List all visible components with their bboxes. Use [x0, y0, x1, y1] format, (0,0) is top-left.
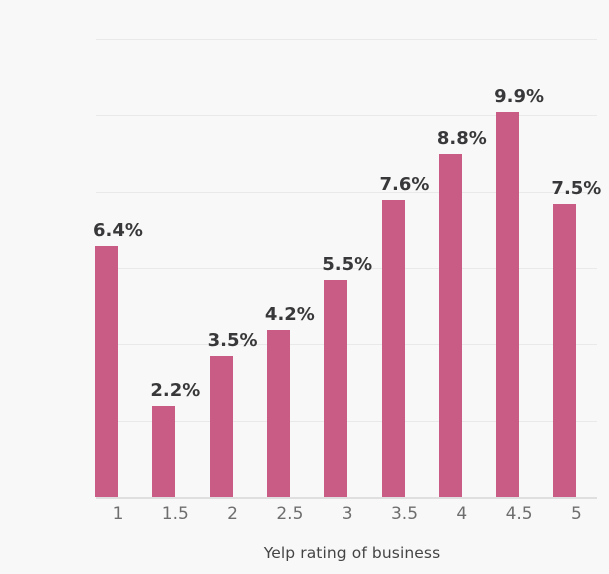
bar[interactable] [152, 406, 176, 497]
bar-value-label: 4.2% [264, 303, 315, 325]
plot-area: 0%2%4%6%8%10%12% 6.4%2.2%3.5%4.2%5.5%7.6… [93, 20, 601, 524]
gridline [96, 115, 597, 117]
x-axis-title-label: Yelp rating of business [263, 544, 441, 562]
x-axis-baseline [96, 497, 597, 499]
x-axis-tick-label: 2.5 [276, 504, 304, 524]
bar-value-label: 5.5% [322, 254, 373, 276]
x-axis-tick-label: 1 [112, 504, 124, 524]
x-axis-tick-label: 5 [570, 504, 582, 524]
bar[interactable] [95, 245, 118, 497]
bar[interactable] [381, 199, 405, 497]
bar[interactable] [496, 112, 520, 497]
x-axis-tick-label: 1.5 [161, 504, 189, 524]
y-axis-title: Revenue growth, 2016-2019 [0, 0, 26, 574]
bar-value-label: 2.2% [150, 380, 201, 402]
x-axis-tick-label: 2 [227, 504, 238, 524]
bar-value-label: 7.5% [551, 177, 602, 199]
bar[interactable] [553, 203, 577, 497]
bar-value-label: 3.5% [207, 330, 258, 352]
bar[interactable] [209, 356, 233, 497]
bar-value-label: 7.6% [379, 173, 430, 195]
bar-value-label: 9.9% [494, 86, 545, 108]
bar-value-label: 8.8% [436, 128, 487, 150]
x-axis-tick-label: 4 [456, 504, 468, 524]
gridline [96, 191, 597, 193]
x-axis-tick-label: 4.5 [505, 504, 533, 524]
x-axis-title: Yelp rating of business [95, 544, 609, 562]
bar[interactable] [324, 280, 348, 497]
x-axis-tick-label: 3 [341, 504, 353, 524]
gridline [96, 39, 597, 41]
bar[interactable] [438, 154, 462, 497]
gridline [96, 268, 597, 270]
x-axis-tick-label: 3.5 [390, 504, 419, 524]
bar[interactable] [266, 329, 290, 497]
bar-value-label: 6.4% [93, 219, 143, 241]
